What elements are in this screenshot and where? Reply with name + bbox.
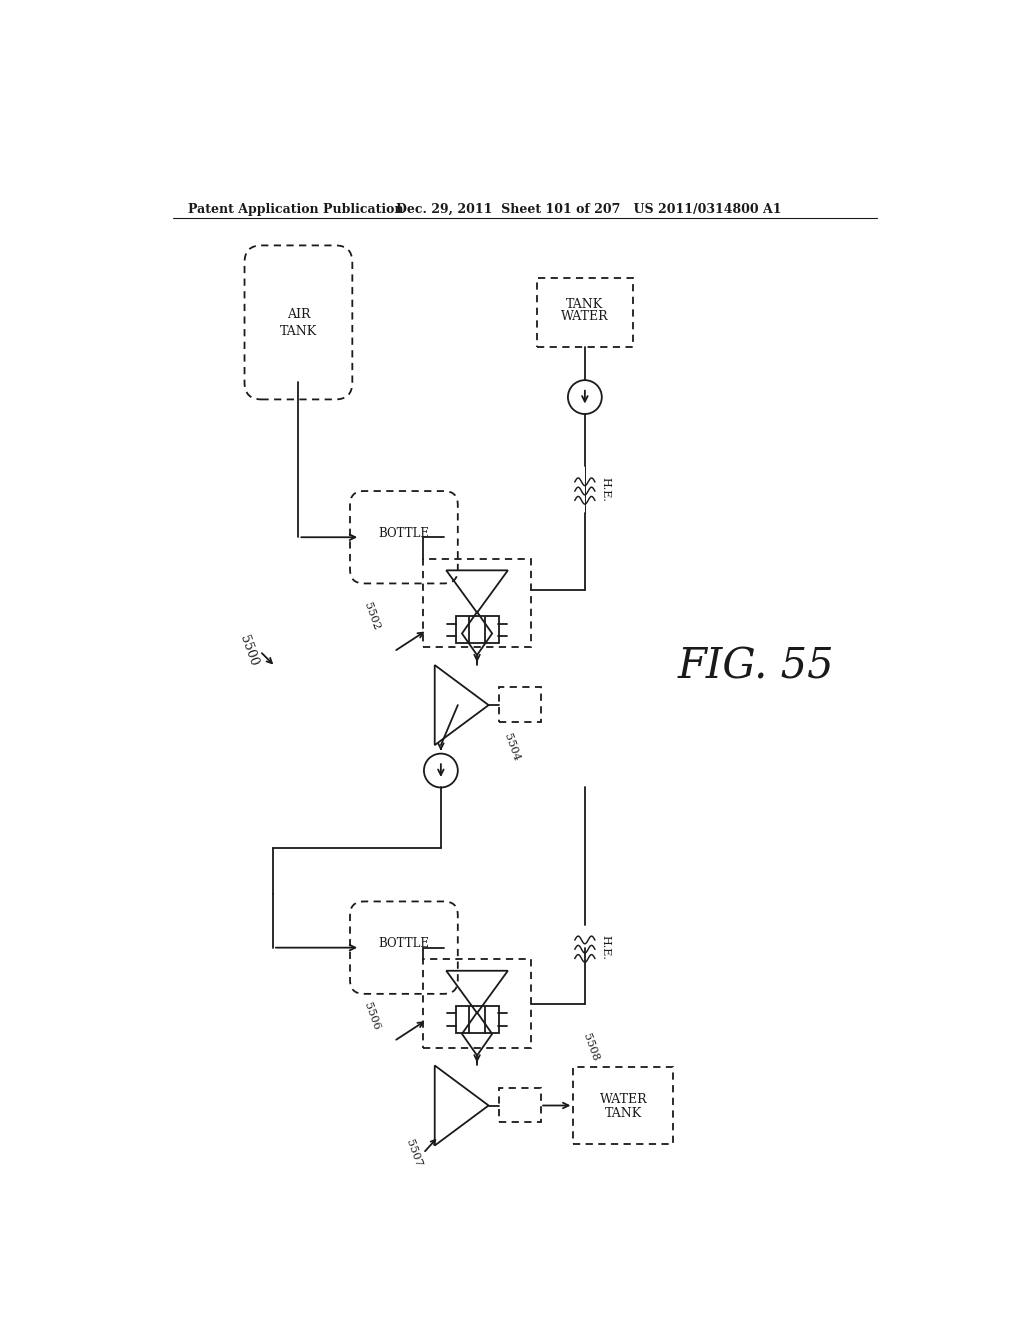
Text: BOTTLE: BOTTLE <box>379 937 429 950</box>
Text: FIG. 55: FIG. 55 <box>677 645 834 688</box>
Text: WATER: WATER <box>599 1093 647 1106</box>
Text: BOTTLE: BOTTLE <box>379 527 429 540</box>
Bar <box>499 688 541 722</box>
Text: WATER: WATER <box>561 310 608 323</box>
Text: TANK: TANK <box>566 298 603 312</box>
Bar <box>457 1006 499 1032</box>
Text: Dec. 29, 2011  Sheet 101 of 207   US 2011/0314800 A1: Dec. 29, 2011 Sheet 101 of 207 US 2011/0… <box>396 203 781 216</box>
Bar <box>499 1088 541 1122</box>
Text: 5500: 5500 <box>237 634 260 668</box>
Text: TANK: TANK <box>280 325 317 338</box>
Bar <box>538 277 634 347</box>
Bar <box>573 1067 674 1144</box>
Text: TANK: TANK <box>605 1106 642 1119</box>
Bar <box>457 616 499 643</box>
Text: 5504: 5504 <box>503 733 521 763</box>
Text: Patent Application Publication: Patent Application Publication <box>188 203 403 216</box>
Text: 5507: 5507 <box>404 1138 423 1168</box>
Bar <box>423 558 531 647</box>
Text: 5502: 5502 <box>361 601 381 631</box>
Bar <box>423 960 531 1048</box>
Text: 5508: 5508 <box>581 1032 600 1063</box>
Text: H.E.: H.E. <box>600 477 610 502</box>
Text: 5506: 5506 <box>361 1002 381 1032</box>
Text: AIR: AIR <box>287 308 310 321</box>
Text: H.E.: H.E. <box>600 935 610 960</box>
